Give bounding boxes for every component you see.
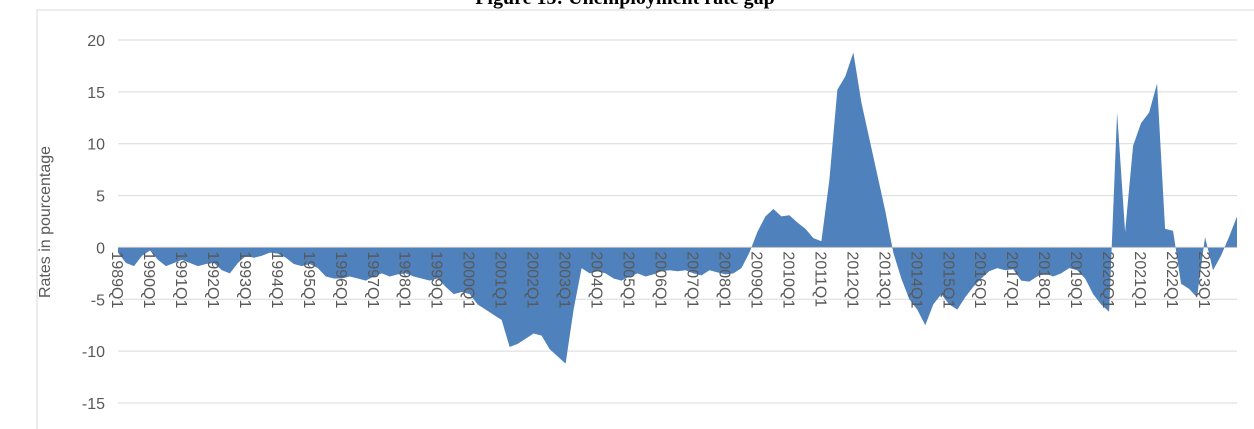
x-tick-label: 1997Q1 [364, 251, 381, 308]
y-tick-label: 0 [96, 240, 105, 257]
x-tick-label: 1994Q1 [268, 251, 285, 308]
x-tick-label: 2018Q1 [1035, 251, 1052, 308]
y-tick-label: 5 [96, 189, 105, 206]
y-axis-label: Rates in pourcentage [37, 146, 54, 298]
x-tick-label: 1991Q1 [172, 251, 189, 308]
x-tick-label: 1993Q1 [236, 251, 253, 308]
x-tick-label: 2023Q1 [1195, 251, 1212, 308]
x-tick-label: 2015Q1 [939, 251, 956, 308]
x-tick-label: 2020Q1 [1099, 251, 1116, 308]
x-tick-label: 2005Q1 [620, 251, 637, 308]
x-tick-label: 2002Q1 [524, 251, 541, 308]
y-tick-label: 15 [87, 85, 105, 102]
x-tick-label: 2009Q1 [747, 251, 764, 308]
x-tick-label: 2004Q1 [588, 251, 605, 308]
x-tick-label: 1998Q1 [396, 251, 413, 308]
x-tick-label: 1996Q1 [332, 251, 349, 308]
x-tick-label: 2011Q1 [811, 251, 828, 307]
chart-title: Figure 15: Unemployment rate gap [475, 0, 775, 9]
chart-border [36, 9, 1254, 429]
x-tick-label: 2012Q1 [843, 251, 860, 308]
x-tick-label: 1995Q1 [300, 251, 317, 308]
x-tick-label: 1992Q1 [204, 251, 221, 308]
x-tick-label: 1999Q1 [428, 251, 445, 308]
x-tick-label: 2014Q1 [907, 251, 924, 308]
x-tick-label: 2000Q1 [460, 251, 477, 308]
y-tick-label: -10 [82, 344, 105, 361]
x-tick-label: 2008Q1 [715, 251, 732, 308]
x-tick-label: 2016Q1 [971, 251, 988, 308]
x-tick-label: 2007Q1 [683, 251, 700, 308]
area [118, 52, 1237, 364]
x-tick-label: 2006Q1 [652, 251, 669, 308]
x-tick-label: 1990Q1 [140, 251, 157, 308]
x-tick-label: 2003Q1 [556, 251, 573, 308]
y-tick-label: 20 [87, 33, 105, 50]
x-tick-label: 2010Q1 [779, 251, 796, 308]
x-tick-label: 2013Q1 [875, 251, 892, 308]
y-tick-label: -15 [82, 396, 105, 413]
x-tick-label: 1989Q1 [108, 251, 125, 308]
x-tick-label: 2001Q1 [492, 251, 509, 308]
y-tick-label: -5 [91, 292, 105, 309]
x-tick-label: 2019Q1 [1067, 251, 1084, 308]
x-tick-label: 2021Q1 [1131, 251, 1148, 308]
y-tick-label: 10 [87, 137, 105, 154]
x-tick-label: 2022Q1 [1163, 251, 1180, 308]
x-tick-label: 2017Q1 [1003, 251, 1020, 308]
